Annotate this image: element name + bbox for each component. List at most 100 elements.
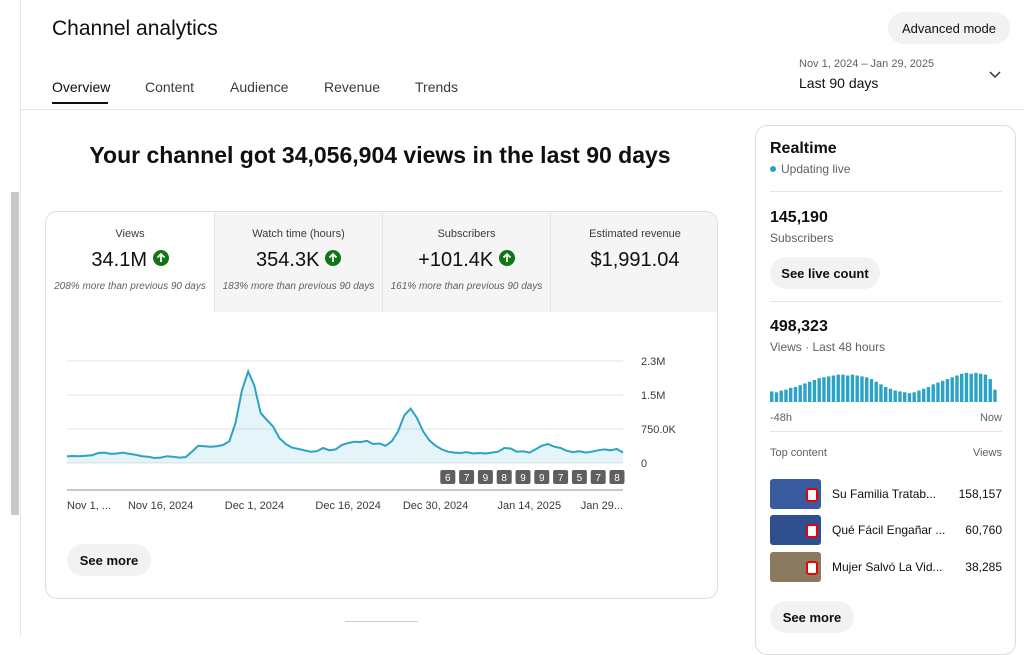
bar bbox=[964, 372, 969, 402]
x-tick-label: Nov 16, 2024 bbox=[128, 500, 193, 512]
bar bbox=[936, 382, 940, 402]
area bbox=[67, 371, 623, 463]
bar bbox=[874, 381, 878, 402]
live-count-button[interactable]: See live count bbox=[770, 257, 880, 289]
up-icon bbox=[324, 250, 341, 266]
advanced-mode-button[interactable]: Advanced mode bbox=[888, 12, 1010, 44]
bar bbox=[770, 391, 774, 402]
item-views: 158,157 bbox=[958, 487, 1002, 501]
metric[interactable]: Watch time (hours) 354.3K 183% more than … bbox=[214, 212, 382, 312]
x-tick-label: Jan 14, 2025 bbox=[497, 500, 561, 512]
realtime-views: 498,323 bbox=[770, 318, 828, 335]
metric-label: Watch time (hours) bbox=[252, 228, 345, 240]
publish-count: 9 bbox=[520, 473, 526, 484]
bar bbox=[974, 372, 978, 402]
x-tick-label: Nov 1, ... bbox=[67, 500, 111, 512]
bar bbox=[784, 389, 788, 402]
metric-label: Views bbox=[115, 228, 145, 240]
bar bbox=[798, 385, 802, 402]
item-title: Su Familia Tratab... bbox=[832, 487, 937, 501]
divider bbox=[770, 431, 1002, 432]
top-content-row[interactable]: Qué Fácil Engañar ... 60,760 bbox=[770, 515, 1002, 545]
bar bbox=[860, 376, 864, 402]
bar bbox=[893, 390, 897, 402]
bar bbox=[993, 389, 997, 402]
x-tick-label: Dec 30, 2024 bbox=[403, 500, 468, 512]
tab[interactable]: Revenue bbox=[324, 79, 381, 95]
y-tick-label: 2.3M bbox=[641, 356, 665, 368]
bar bbox=[888, 388, 893, 402]
y-tick-label: 750.0K bbox=[641, 424, 677, 436]
subscriber-count: 145,190 bbox=[770, 209, 828, 226]
metric-note: 161% more than previous 90 days bbox=[390, 281, 543, 292]
publish-count: 5 bbox=[577, 473, 583, 484]
publish-count: 6 bbox=[445, 473, 451, 484]
metric-value-text: +101.4K bbox=[418, 249, 494, 271]
tab[interactable]: Trends bbox=[415, 79, 459, 95]
x-tick-label: Dec 1, 2024 bbox=[225, 500, 284, 512]
publish-marker bbox=[609, 470, 625, 484]
bar bbox=[841, 374, 845, 402]
realtime-title: Realtime bbox=[770, 140, 837, 157]
bar bbox=[855, 375, 859, 402]
tab[interactable]: Audience bbox=[230, 79, 289, 95]
metric[interactable]: Subscribers +101.4K 161% more than previo… bbox=[382, 212, 550, 312]
metric-value: +101.4K bbox=[383, 249, 550, 272]
page-title: Channel analytics bbox=[52, 17, 218, 40]
tab[interactable]: Content bbox=[145, 79, 195, 95]
item-title: Mujer Salvó La Vid... bbox=[832, 560, 943, 574]
divider bbox=[770, 191, 1002, 192]
period[interactable]: Last 90 days bbox=[799, 75, 879, 91]
publish-count: 7 bbox=[558, 473, 564, 484]
bar bbox=[898, 391, 902, 402]
bar bbox=[789, 387, 793, 402]
publish-count: 7 bbox=[595, 473, 601, 484]
divider bbox=[770, 301, 1002, 302]
publish-marker bbox=[553, 470, 569, 484]
y-tick-label: 0 bbox=[641, 458, 647, 470]
bar bbox=[812, 379, 817, 402]
bar bbox=[836, 374, 840, 402]
bar bbox=[817, 378, 821, 402]
short-badge bbox=[806, 524, 818, 538]
metric-value-text: 354.3K bbox=[256, 249, 320, 271]
top-content-row[interactable]: Su Familia Tratab... 158,157 bbox=[770, 479, 1002, 509]
x-tick-label: Dec 16, 2024 bbox=[315, 500, 380, 512]
bar bbox=[907, 393, 912, 402]
publish-count: 9 bbox=[483, 473, 489, 484]
publish-marker bbox=[496, 470, 512, 484]
metric-value-text: 34.1M bbox=[91, 249, 148, 271]
date-range[interactable]: Nov 1, 2024 – Jan 29, 2025 bbox=[799, 58, 935, 70]
chevron[interactable] bbox=[988, 70, 1002, 80]
up-icon bbox=[498, 250, 515, 266]
realtime-chart: -48h Now bbox=[770, 372, 1002, 424]
top-content-row[interactable]: Mujer Salvó La Vid... 38,285 bbox=[770, 552, 1002, 582]
publish-marker bbox=[477, 470, 493, 484]
metric-value: $1,991.04 bbox=[590, 249, 680, 271]
realtime-views-label: Views · Last 48 hours bbox=[770, 340, 886, 354]
publish-count: 8 bbox=[614, 473, 620, 484]
metric[interactable]: Views 34.1M 208% more than previous 90 da… bbox=[46, 212, 214, 312]
publish-marker bbox=[571, 470, 587, 484]
headline: Your channel got 34,056,904 views in the… bbox=[89, 142, 671, 168]
bar bbox=[879, 384, 883, 402]
publish-marker bbox=[459, 470, 475, 484]
scroll-indicator bbox=[345, 621, 418, 622]
bar bbox=[869, 379, 874, 402]
bar bbox=[903, 392, 907, 402]
metric-value: 34.1M bbox=[46, 249, 214, 272]
bar bbox=[779, 390, 783, 402]
bar bbox=[922, 388, 926, 402]
live-dot bbox=[770, 166, 776, 172]
bar bbox=[850, 374, 855, 402]
metric[interactable]: Estimated revenue $1,991.04 bbox=[550, 212, 717, 312]
tab-underline bbox=[52, 102, 108, 104]
tab[interactable]: Overview bbox=[52, 79, 111, 95]
bar bbox=[945, 379, 950, 402]
realtime-see-more[interactable]: See more bbox=[770, 601, 854, 633]
bar bbox=[865, 377, 869, 402]
up-icon bbox=[152, 250, 169, 266]
metric-note: 183% more than previous 90 days bbox=[222, 281, 375, 292]
see-more-button[interactable]: See more bbox=[67, 544, 151, 576]
bar bbox=[917, 390, 921, 402]
